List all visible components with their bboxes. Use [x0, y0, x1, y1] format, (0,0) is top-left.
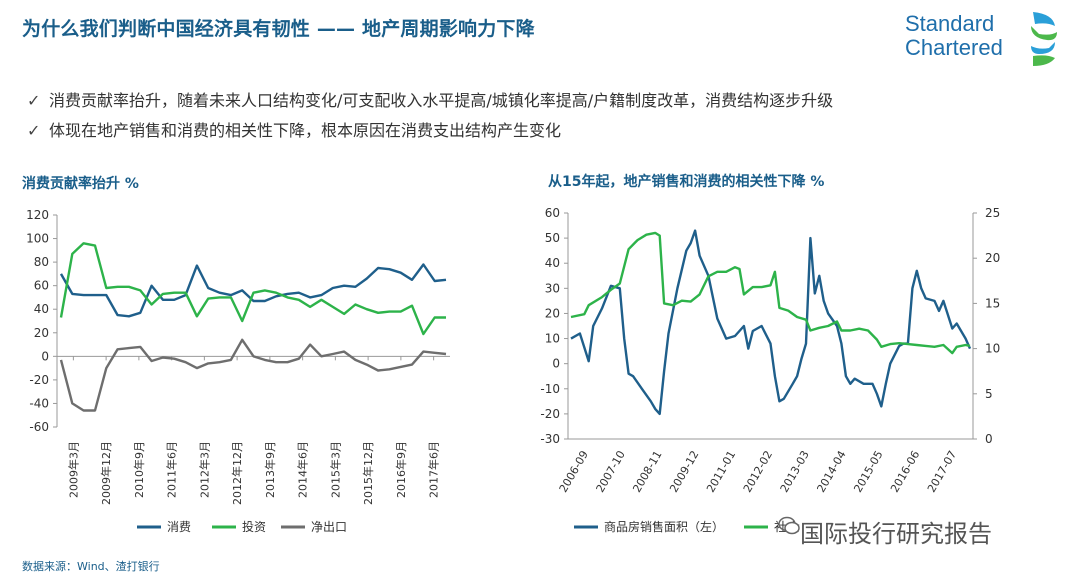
chart1-x-tick-label: 2009年3月 — [66, 441, 80, 498]
chart1-y-tick-label: 20 — [34, 326, 49, 340]
chart1-y-tick-label: 120 — [26, 208, 49, 222]
chart2-x-tick-label: 2013-03 — [778, 448, 812, 494]
chart2-y-left-tick-label: -10 — [540, 382, 560, 396]
chart2-y-left-tick-label: 10 — [545, 332, 560, 346]
page-title: 为什么我们判断中国经济具有韧性 —— 地产周期影响力下降 — [22, 18, 535, 40]
chart2-x-tick-label: 2016-06 — [888, 448, 922, 494]
chart2-y-left-tick-label: 40 — [545, 256, 560, 270]
bullet-item: ✓ 消费贡献率抬升，随着未来人口结构变化/可支配收入水平提高/城镇化率提高/户籍制… — [27, 88, 833, 118]
chart2-y-left-tick-label: 0 — [552, 357, 560, 371]
chart1-x-tick-label: 2017年6月 — [427, 441, 441, 498]
standard-chartered-logo: Standard Chartered — [905, 12, 1065, 70]
chart1-x-tick-label: 2014年6月 — [296, 441, 310, 498]
chart1-series-line — [59, 242, 446, 336]
check-icon: ✓ — [27, 121, 41, 140]
chart1-y-tick-label: -40 — [29, 396, 49, 410]
chart2-y-right-tick-label: 25 — [985, 206, 1000, 220]
chart2-x-tick-label: 2009-12 — [667, 448, 701, 494]
chart2-series-line — [570, 231, 971, 355]
chart2-series-line — [570, 229, 972, 416]
logo-text: Standard Chartered — [905, 11, 1003, 60]
bullet-list: ✓ 消费贡献率抬升，随着未来人口结构变化/可支配收入水平提高/城镇化率提高/户籍制… — [27, 88, 833, 148]
chart2-y-left-tick-label: 60 — [545, 206, 560, 220]
chart2-y-right-tick-label: 10 — [985, 342, 1000, 356]
watermark-text: 国际投行研究报告 — [800, 520, 992, 548]
bullet-item: ✓ 体现在地产销售和消费的相关性下降，根本原因在消费支出结构产生变化 — [27, 118, 833, 148]
chart2-y-right-tick-label: 20 — [985, 251, 1000, 265]
chart1-x-tick-label: 2015年12月 — [361, 441, 375, 505]
chart2-x-tick-label: 2007-10 — [594, 448, 628, 494]
chart1-series-line — [59, 263, 447, 318]
chart1-x-tick-label: 2013年9月 — [263, 441, 277, 498]
chart1-x-tick-label: 2011年6月 — [165, 441, 179, 498]
chart2-y-right-tick-label: 15 — [985, 296, 1000, 310]
chart2-y-left-tick-label: 50 — [545, 231, 560, 245]
chart1-x-tick-label: 2009年12月 — [99, 441, 113, 505]
chart1-y-tick-label: -20 — [29, 373, 49, 387]
data-source-note: 数据来源：Wind、渣打银行 — [22, 560, 160, 573]
chart2-legend-label: 商品房销售面积（左） — [604, 519, 724, 534]
chart2-y-left-tick-label: -20 — [540, 407, 560, 421]
chart1-y-tick-label: 60 — [34, 279, 49, 293]
chart1-y-tick-label: 0 — [41, 349, 49, 363]
chart2-x-tick-label: 2015-05 — [851, 448, 885, 494]
chart1-y-tick-label: 40 — [34, 302, 49, 316]
check-icon: ✓ — [27, 91, 41, 110]
sc-logo-icon — [1031, 12, 1057, 66]
chart2-y-left-tick-label: -30 — [540, 432, 560, 446]
chart2-y-right-tick-label: 0 — [985, 432, 993, 446]
chart1-legend-label: 消费 — [167, 520, 191, 534]
chart1-x-tick-label: 2015年3月 — [328, 441, 342, 498]
chart1-x-tick-label: 2010年9月 — [132, 441, 146, 498]
chart2-x-tick-label: 2017-07 — [925, 448, 959, 494]
chart2-x-tick-label: 2008-11 — [630, 448, 664, 494]
wechat-icon — [778, 516, 800, 535]
chart2-x-tick-label: 2012-02 — [741, 448, 775, 494]
chart2-title: 从15年起，地产销售和消费的相关性下降 % — [548, 174, 825, 190]
chart2-x-tick-label: 2014-04 — [814, 448, 848, 494]
chart1-y-tick-label: -60 — [29, 420, 49, 434]
chart1-legend-label: 投资 — [242, 519, 266, 534]
chart1-series-line — [59, 338, 447, 412]
chart1-x-tick-label: 2016年9月 — [394, 441, 408, 498]
chart1-y-tick-label: 80 — [34, 255, 49, 269]
chart2-x-tick-label: 2011-01 — [704, 448, 738, 494]
chart1-y-tick-label: 100 — [26, 232, 49, 246]
chart2-y-left-tick-label: 30 — [545, 281, 560, 295]
chart2-y-right-tick-label: 5 — [985, 387, 993, 401]
chart1-x-tick-label: 2012年12月 — [230, 441, 244, 505]
chart2-y-left-tick-label: 20 — [545, 306, 560, 320]
chart2-x-tick-label: 2006-09 — [557, 448, 591, 494]
chart1-legend-label: 净出口 — [311, 520, 347, 534]
chart1-x-tick-label: 2012年3月 — [197, 441, 211, 498]
chart1-title: 消费贡献率抬升 % — [22, 176, 139, 192]
